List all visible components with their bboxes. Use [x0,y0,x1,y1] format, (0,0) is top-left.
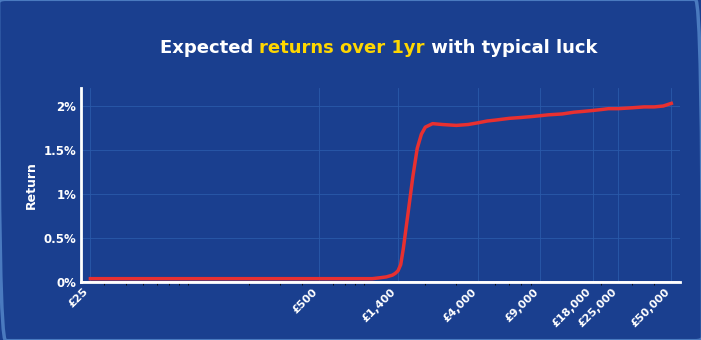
Y-axis label: Return: Return [25,162,38,209]
Text: returns over 1yr: returns over 1yr [259,39,425,56]
Text: Expected: Expected [160,39,259,56]
Text: with typical luck: with typical luck [425,39,597,56]
